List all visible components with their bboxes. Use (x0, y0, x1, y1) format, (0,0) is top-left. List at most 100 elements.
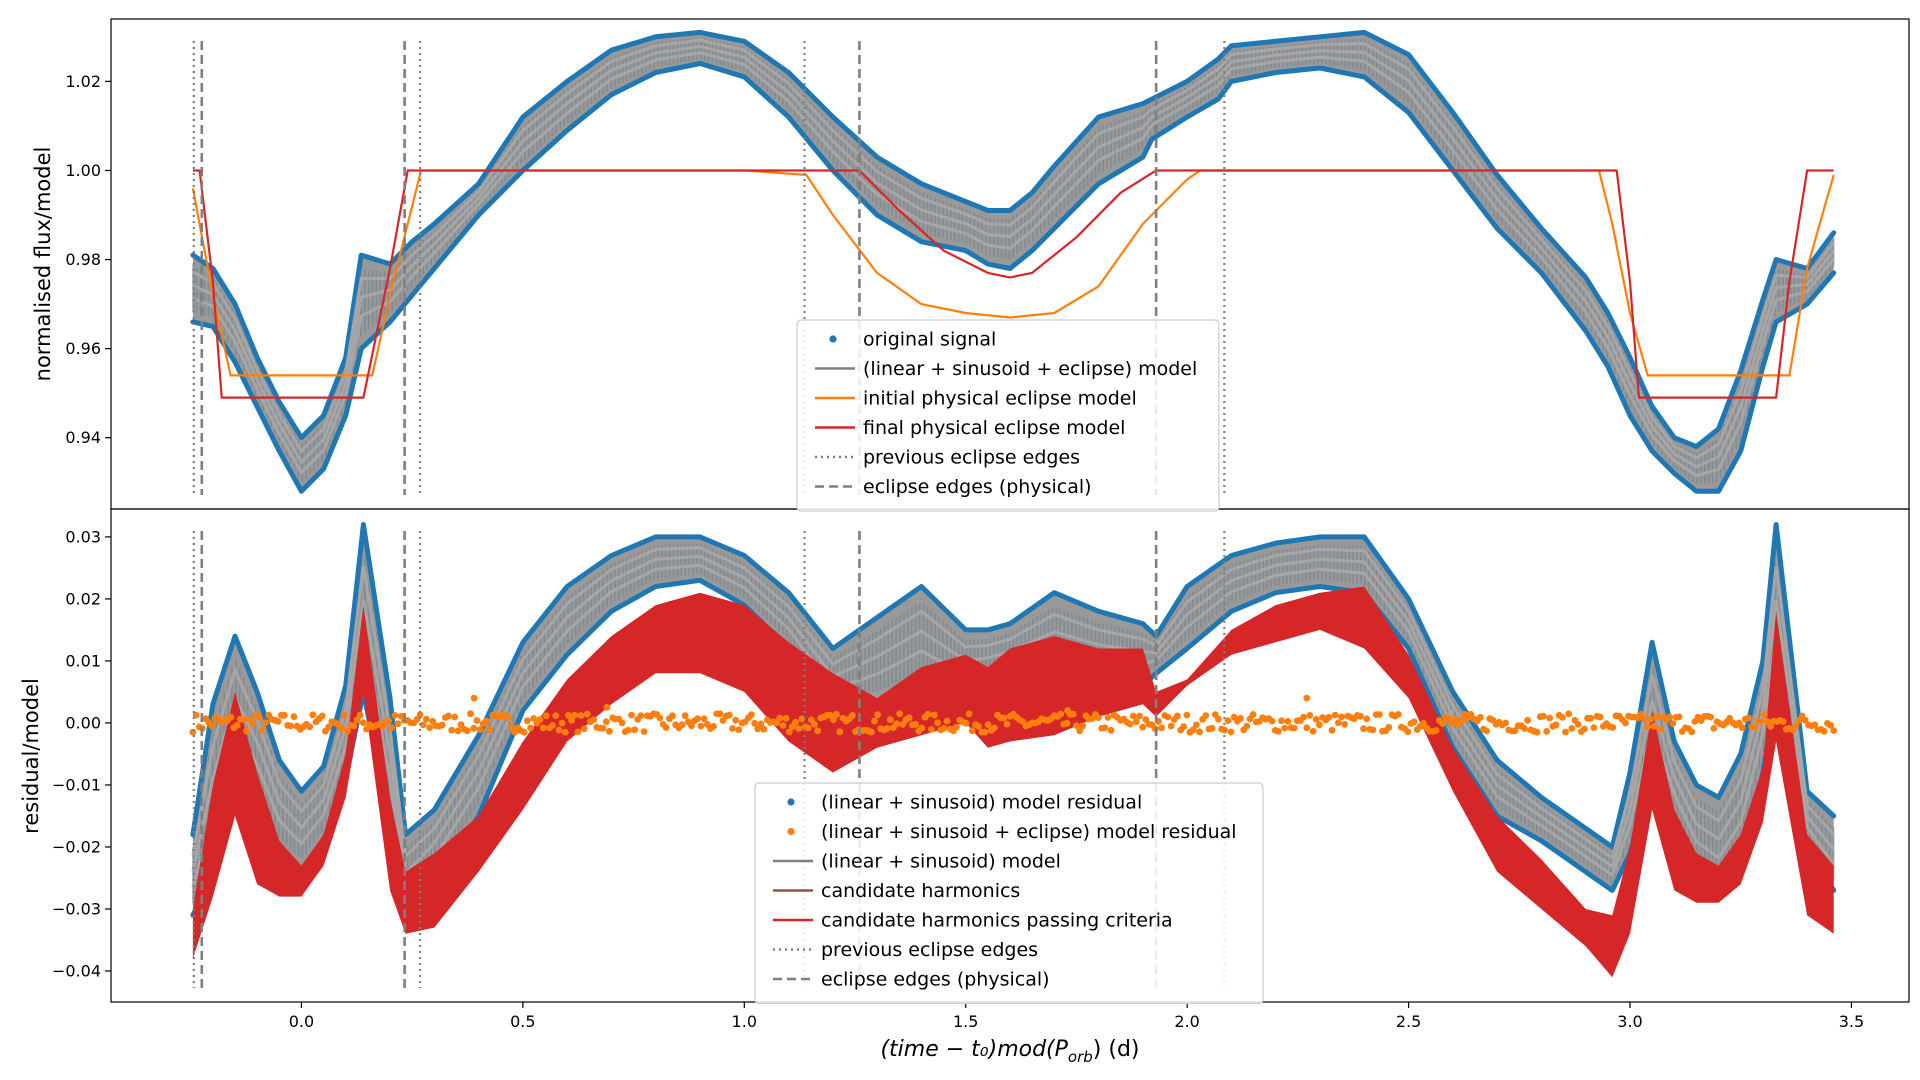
residual-point (353, 716, 361, 724)
bottom-y-ticks: −0.04 −0.03 −0.02 −0.01 0.00 0.01 0.02 0.03 (52, 527, 111, 980)
legend-label: eclipse edges (physical) (863, 476, 1092, 498)
residual-point (883, 725, 891, 732)
top-y-axis-label: normalised flux/model (31, 147, 55, 382)
residual-point (1369, 726, 1377, 734)
bottom-legend: (linear + sinusoid) model residual (linea… (754, 782, 1264, 1005)
residual-point (561, 728, 569, 736)
residual-point (438, 721, 446, 729)
residual-point (483, 717, 490, 725)
residual-point (1760, 711, 1768, 719)
residual-point (931, 711, 938, 719)
residual-point (1183, 711, 1191, 719)
residual-point (962, 719, 970, 727)
residual-point (192, 711, 200, 719)
residual-point (656, 714, 664, 722)
residual-point (208, 722, 216, 730)
residual-point (1641, 716, 1648, 723)
residual-point (1328, 726, 1336, 734)
residual-point (1227, 728, 1235, 736)
residual-point (464, 727, 471, 735)
residual-point (1357, 712, 1364, 720)
residual-point (1237, 714, 1244, 722)
residual-point (1073, 722, 1080, 729)
residual-point (1341, 720, 1348, 728)
residual-point (1312, 716, 1320, 723)
residual-point (792, 718, 799, 726)
bottom-y-axis-label: residual/model (19, 678, 43, 834)
x-axis-label: (time − t₀)mod(Porb) (d) (880, 1037, 1139, 1066)
residual-point (255, 713, 263, 721)
residual-point (274, 718, 282, 725)
residual-point (795, 725, 803, 732)
bottom-ytick-label: −0.02 (52, 837, 101, 856)
residual-point (867, 728, 875, 736)
residual-point (1208, 724, 1216, 732)
residual-point-outlier (603, 704, 611, 711)
residual-point (1647, 715, 1655, 723)
residual-point (445, 712, 452, 720)
residual-point (290, 713, 298, 721)
residual-point (836, 728, 844, 736)
residual-point (1650, 722, 1658, 730)
residual-point (678, 721, 686, 729)
residual-point (1385, 724, 1393, 731)
residual-point (1057, 710, 1065, 718)
residual-point (577, 712, 585, 719)
residual-point (1133, 718, 1140, 726)
residual-point (735, 726, 743, 734)
residual-point (1710, 725, 1718, 732)
residual-point (1738, 724, 1746, 732)
residual-point (555, 726, 563, 734)
residual-point (1404, 728, 1412, 736)
residual-point (811, 720, 818, 728)
residual-point (1609, 724, 1617, 731)
residual-point (602, 718, 610, 726)
residual-point (454, 727, 462, 735)
residual-point (258, 726, 266, 734)
residual-point (552, 712, 560, 719)
residual-point (243, 727, 251, 735)
residual-point (337, 725, 345, 733)
residual-point (757, 720, 765, 728)
residual-point (1637, 710, 1645, 718)
residual-point (779, 722, 787, 729)
residual-point (953, 723, 960, 731)
top-panel: 0.94 0.96 0.98 1.00 1.02 normalised flux/mod… (31, 29, 1837, 495)
residual-point (1309, 727, 1317, 735)
residual-point (804, 724, 812, 732)
residual-point (233, 721, 241, 729)
residual-point (924, 710, 932, 718)
residual-point (486, 726, 493, 734)
legend-label: candidate harmonics passing criteria (821, 910, 1173, 932)
residual-point (1546, 714, 1554, 722)
residual-point (580, 725, 588, 733)
legend-marker (787, 827, 795, 836)
residual-point (1552, 721, 1560, 729)
residual-point (1290, 724, 1298, 732)
residual-point (1331, 711, 1339, 719)
x-axis-label-end: ) (d) (1093, 1037, 1140, 1062)
x-axis-label-sub: orb (1068, 1048, 1093, 1066)
bottom-series-0-model-line-2 (191, 546, 1835, 861)
residual-point (1180, 723, 1188, 730)
residual-point (1104, 714, 1112, 721)
residual-point (631, 726, 639, 734)
bottom-ytick-label: −0.03 (52, 899, 101, 918)
residual-point (583, 710, 591, 718)
residual-point (1483, 727, 1490, 735)
bottom-panel: −0.04 −0.03 −0.02 −0.01 0.00 0.01 0.02 0.03 0.0… (19, 522, 1864, 1031)
residual-point (729, 725, 736, 732)
bottom-xtick-label: 3.5 (1839, 1012, 1864, 1031)
residual-point (618, 719, 626, 727)
residual-point (1745, 714, 1752, 722)
residual-point (568, 717, 575, 724)
legend-label: final physical eclipse model (863, 417, 1125, 439)
residual-point (448, 726, 456, 734)
residual-point (725, 711, 733, 719)
bottom-xtick-label: 1.0 (732, 1012, 757, 1031)
legend-label: previous eclipse edges (821, 939, 1038, 961)
residual-point (1394, 711, 1402, 718)
residual-point (1565, 710, 1573, 718)
residual-point (1439, 720, 1446, 727)
